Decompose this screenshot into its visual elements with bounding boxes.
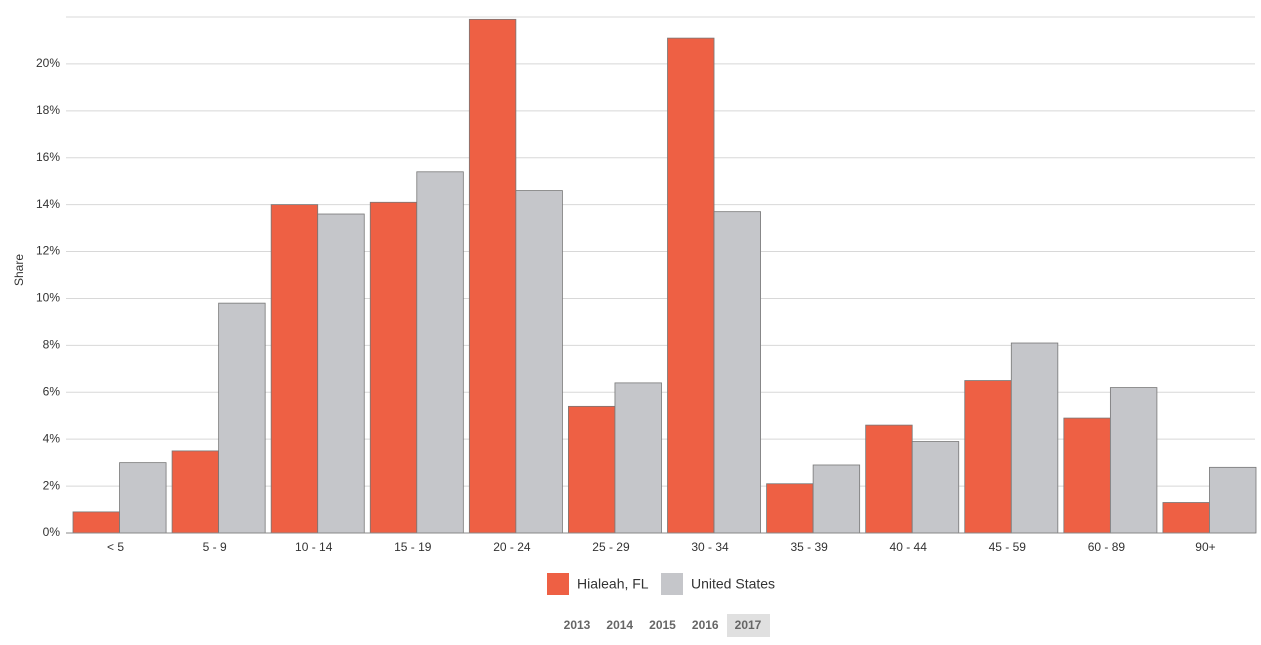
bar: [1162, 502, 1210, 534]
y-tick-label: 12%: [36, 244, 60, 258]
bar: [1209, 466, 1257, 534]
bar: [865, 424, 913, 534]
bar: [911, 441, 960, 534]
bar: [964, 380, 1012, 534]
legend-swatch[interactable]: [661, 573, 683, 595]
y-tick-label: 20%: [36, 56, 60, 70]
bar: [171, 450, 220, 534]
bar: [812, 464, 861, 534]
bar: [468, 18, 517, 534]
x-tick-label: 35 - 39: [790, 540, 828, 554]
y-tick-label: 2%: [43, 478, 61, 492]
x-tick-label: 25 - 29: [592, 540, 630, 554]
bar: [614, 382, 662, 534]
x-tick-label: 20 - 24: [493, 540, 531, 554]
year-selected-bg: [727, 614, 770, 637]
x-tick-label: 5 - 9: [203, 540, 227, 554]
y-tick-label: 0%: [43, 525, 61, 539]
y-tick-label: 14%: [36, 197, 60, 211]
year-button[interactable]: 2014: [606, 618, 633, 632]
x-tick-label: 15 - 19: [394, 540, 432, 554]
bar: [416, 171, 464, 534]
x-tick-label: 40 - 44: [890, 540, 928, 554]
y-tick-label: 10%: [36, 291, 60, 305]
bar: [1109, 387, 1158, 534]
bar: [766, 483, 814, 534]
legend-label[interactable]: Hialeah, FL: [577, 576, 649, 592]
x-tick-label: < 5: [107, 540, 124, 554]
x-tick-label: 45 - 59: [989, 540, 1027, 554]
bar: [1063, 417, 1111, 534]
y-tick-label: 18%: [36, 103, 60, 117]
bar: [568, 405, 616, 534]
x-tick-label: 30 - 34: [691, 540, 729, 554]
year-button[interactable]: 2013: [564, 618, 591, 632]
y-tick-label: 16%: [36, 150, 60, 164]
y-tick-label: 4%: [43, 431, 61, 445]
bar: [515, 190, 563, 534]
year-button[interactable]: 2015: [649, 618, 676, 632]
x-tick-label: 90+: [1195, 540, 1215, 554]
x-tick-label: 60 - 89: [1088, 540, 1126, 554]
x-tick-label: 10 - 14: [295, 540, 333, 554]
legend-label[interactable]: United States: [691, 576, 775, 592]
bar: [72, 511, 120, 534]
bar: [119, 462, 167, 534]
year-button[interactable]: 2016: [692, 618, 719, 632]
y-tick-label: 8%: [43, 338, 61, 352]
bar: [713, 211, 761, 534]
legend-swatch[interactable]: [547, 573, 569, 595]
bar: [667, 37, 715, 534]
bar: [270, 204, 319, 534]
y-tick-label: 6%: [43, 384, 61, 398]
bar: [1010, 342, 1059, 534]
bar: [317, 213, 365, 534]
bar: [218, 302, 266, 534]
y-axis-label: Share: [12, 254, 26, 286]
year-button[interactable]: 2017: [735, 618, 762, 632]
bar: [369, 201, 418, 534]
